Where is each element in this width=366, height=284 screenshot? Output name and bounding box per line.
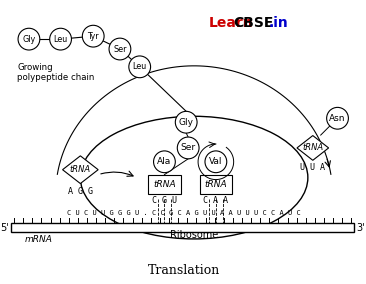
Text: .in: .in xyxy=(268,16,288,30)
Text: Asn: Asn xyxy=(329,114,346,123)
Text: CBSE: CBSE xyxy=(234,16,274,30)
Text: tRNA: tRNA xyxy=(70,165,91,174)
Text: tRNA: tRNA xyxy=(205,180,227,189)
Text: U U A: U U A xyxy=(300,163,325,172)
Text: Ribosome: Ribosome xyxy=(170,230,218,240)
Text: C U C U U G G G U . C C G C A G U U A A U U U C C A U C: C U C U U G G G U . C C G C A G U U A A … xyxy=(67,210,301,216)
Polygon shape xyxy=(297,135,329,160)
Text: Ser: Ser xyxy=(180,143,196,153)
Text: Growing
polypeptide chain: Growing polypeptide chain xyxy=(17,63,94,82)
Text: Tyr: Tyr xyxy=(87,32,99,41)
Text: C G U: C G U xyxy=(152,196,177,205)
Text: Translation: Translation xyxy=(148,264,220,277)
Circle shape xyxy=(109,38,131,60)
Text: Gly: Gly xyxy=(179,118,194,127)
Polygon shape xyxy=(63,156,98,183)
FancyBboxPatch shape xyxy=(148,175,181,194)
Text: tRNA: tRNA xyxy=(302,143,324,153)
Text: tRNA: tRNA xyxy=(153,180,176,189)
Circle shape xyxy=(205,151,227,173)
FancyBboxPatch shape xyxy=(11,223,354,232)
Text: Leu: Leu xyxy=(132,62,147,71)
Text: Leu: Leu xyxy=(53,35,68,44)
Text: Val: Val xyxy=(209,157,223,166)
Circle shape xyxy=(175,111,197,133)
Text: C A A: C A A xyxy=(203,196,228,205)
Circle shape xyxy=(50,28,71,50)
Text: 5': 5' xyxy=(0,223,9,233)
Circle shape xyxy=(326,107,348,129)
Text: Gly: Gly xyxy=(22,35,36,44)
Text: A G G: A G G xyxy=(68,187,93,196)
Circle shape xyxy=(129,56,150,78)
Circle shape xyxy=(18,28,40,50)
FancyBboxPatch shape xyxy=(199,175,232,194)
Circle shape xyxy=(177,137,199,159)
Circle shape xyxy=(82,25,104,47)
Circle shape xyxy=(154,151,175,173)
Text: Learn: Learn xyxy=(209,16,254,30)
Text: Ser: Ser xyxy=(113,45,127,53)
Text: Ala: Ala xyxy=(157,157,172,166)
Text: 3': 3' xyxy=(356,223,365,233)
Text: mRNA: mRNA xyxy=(25,235,53,245)
